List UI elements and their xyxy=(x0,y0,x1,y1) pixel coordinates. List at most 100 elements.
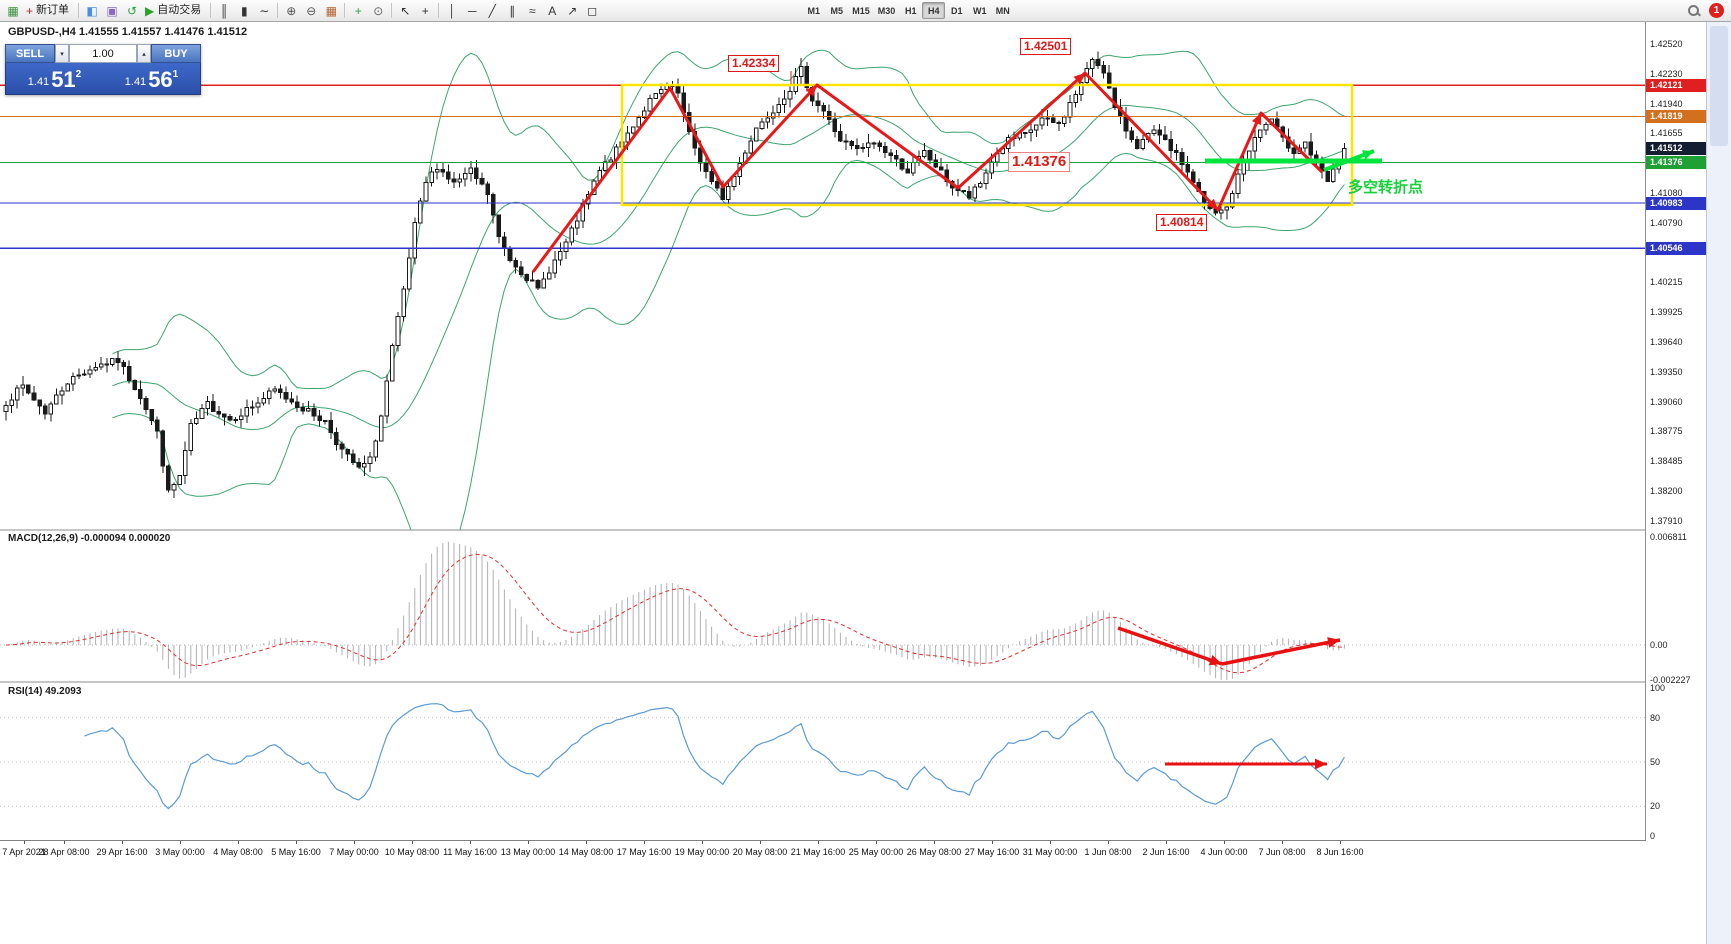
price-tick: 1.38200 xyxy=(1650,485,1683,496)
buy-price-big: 56 xyxy=(148,67,173,92)
refresh-icon[interactable]: ↺ xyxy=(122,1,142,20)
horizontal-line-icon[interactable]: ─ xyxy=(462,1,482,20)
price-tick: 1.41080 xyxy=(1650,187,1683,198)
timeframe-h4[interactable]: H4 xyxy=(922,2,946,19)
time-label: 14 May 08:00 xyxy=(558,847,614,857)
price-tick: 1.37910 xyxy=(1650,515,1683,526)
price-tick: 1.42230 xyxy=(1650,69,1683,79)
notification-badge[interactable]: 1 xyxy=(1709,3,1724,18)
profiles-icon[interactable]: ▣ xyxy=(102,1,122,20)
price-axis: 1.42520 1.42230 1.41940 1.41655 1.41080 1.407… xyxy=(1645,22,1706,862)
new-order-label: 新订单 xyxy=(36,4,70,16)
price-marker[interactable]: 1.41376 xyxy=(1646,155,1706,169)
time-label: 11 May 16:00 xyxy=(443,847,497,857)
window-layouts-icon[interactable]: ◧ xyxy=(82,1,102,20)
new-chart-icon: ▦ xyxy=(7,3,19,18)
time-tick xyxy=(876,841,877,844)
rsi-panel xyxy=(0,703,1645,810)
one-click-trading-panel: SELL ▾ ▴ BUY 1.41 51 2 1.41 56 1 xyxy=(5,44,201,95)
toolbar-separator xyxy=(438,3,440,18)
price-callout[interactable]: 1.42501 xyxy=(1020,38,1072,55)
price-callout[interactable]: 1.41376 xyxy=(1008,152,1071,172)
time-label: 28 Apr 08:00 xyxy=(38,847,90,857)
text-icon[interactable]: A xyxy=(542,1,562,20)
line-chart-mode-icon[interactable]: ∼ xyxy=(254,1,274,20)
rsi-scale-tick: 20 xyxy=(1650,801,1661,812)
time-label: 10 May 08:00 xyxy=(384,847,440,857)
price-marker[interactable]: 1.41512 xyxy=(1646,141,1706,155)
crosshair-icon[interactable]: + xyxy=(415,1,435,20)
price-tick: 1.39640 xyxy=(1650,336,1683,347)
horizontal-line-icon: ─ xyxy=(467,3,477,18)
time-label: 26 May 08:00 xyxy=(906,847,962,857)
time-label: 7 Apr 2021 xyxy=(2,847,46,857)
time-label: 7 Jun 08:00 xyxy=(1258,847,1306,857)
time-label: 21 May 16:00 xyxy=(790,847,846,857)
volume-stepper-icon[interactable]: ▴ xyxy=(137,44,151,63)
zoom-out-icon[interactable]: ⊖ xyxy=(301,1,321,20)
search-icon[interactable] xyxy=(1686,3,1701,18)
price-marker[interactable]: 1.41819 xyxy=(1646,110,1706,124)
sell-button[interactable]: SELL xyxy=(5,44,55,63)
timeframe-m30[interactable]: M30 xyxy=(877,5,896,16)
time-label: 4 Jun 00:00 xyxy=(1200,847,1248,857)
sell-dropdown-icon[interactable]: ▾ xyxy=(55,44,69,63)
tile-windows-icon: ▦ xyxy=(325,3,337,18)
time-label: 5 May 16:00 xyxy=(271,847,321,857)
shapes-icon[interactable]: ◻ xyxy=(582,1,602,20)
price-tick: 1.39350 xyxy=(1650,366,1683,377)
chart-annotations xyxy=(531,71,1382,273)
vertical-scrollbar[interactable] xyxy=(1706,22,1731,944)
buy-button[interactable]: BUY xyxy=(151,44,201,63)
periods-icon[interactable]: ⊙ xyxy=(368,1,388,20)
fibonacci-icon[interactable]: ≈ xyxy=(522,1,542,20)
tile-windows-icon[interactable]: ▦ xyxy=(321,1,341,20)
time-label: 8 Jun 16:00 xyxy=(1316,847,1364,857)
timeframe-m15[interactable]: M15 xyxy=(852,5,870,16)
time-tick xyxy=(470,841,471,844)
zoom-in-icon[interactable]: ⊕ xyxy=(281,1,301,20)
bar-chart-mode-icon[interactable]: ║ xyxy=(214,1,234,20)
timeframe-h1[interactable]: H1 xyxy=(905,5,917,16)
sell-price-big: 51 xyxy=(51,67,76,92)
indicators-icon[interactable]: + xyxy=(348,1,368,20)
auto-trading-button[interactable]: ▶ 自动交易 xyxy=(142,1,207,20)
price-marker[interactable]: 1.40983 xyxy=(1646,196,1706,210)
chart-title: GBPUSD-,H4 1.41555 1.41557 1.41476 1.415… xyxy=(8,26,248,38)
vertical-line-icon[interactable]: │ xyxy=(442,1,462,20)
cursor-icon: ↖ xyxy=(400,3,411,18)
cursor-icon[interactable]: ↖ xyxy=(395,1,415,20)
timeframe-mn[interactable]: MN xyxy=(995,5,1010,16)
volume-input[interactable] xyxy=(69,44,137,63)
price-marker[interactable]: 1.42121 xyxy=(1646,78,1706,92)
new-order-button[interactable]: + 新订单 xyxy=(23,1,75,20)
time-label: 29 Apr 16:00 xyxy=(96,847,148,857)
candlestick-mode-icon[interactable]: ▮ xyxy=(234,1,254,20)
refresh-icon: ↺ xyxy=(126,3,138,18)
arrow-tool-icon[interactable]: ↗ xyxy=(562,1,582,20)
trendline-icon[interactable]: ╱ xyxy=(482,1,502,20)
equidistant-channel-icon[interactable]: ∥ xyxy=(502,1,522,20)
vertical-line-icon: │ xyxy=(448,3,457,18)
timeframe-m1[interactable]: M1 xyxy=(807,5,820,16)
time-tick xyxy=(24,841,25,844)
timeframe-w1[interactable]: W1 xyxy=(973,5,987,16)
sell-price-sup: 2 xyxy=(75,69,82,80)
timeframe-d1[interactable]: D1 xyxy=(951,5,963,16)
price-tick: 1.39060 xyxy=(1650,396,1683,407)
time-tick xyxy=(818,841,819,844)
price-callout[interactable]: 1.40814 xyxy=(1156,214,1208,231)
price-callout[interactable]: 1.42334 xyxy=(728,55,780,72)
toolbar-separator xyxy=(210,3,212,18)
price-marker[interactable]: 1.40546 xyxy=(1646,241,1706,255)
new-chart-icon[interactable]: ▦ xyxy=(3,1,23,20)
scrollbar-thumb[interactable] xyxy=(1710,26,1728,146)
time-label: 20 May 08:00 xyxy=(732,847,788,857)
sell-price[interactable]: 1.41 51 2 xyxy=(6,63,103,94)
timeframe-m5[interactable]: M5 xyxy=(830,5,843,16)
rsi-scale-tick: 50 xyxy=(1650,757,1661,767)
buy-price[interactable]: 1.41 56 1 xyxy=(103,63,200,94)
text-icon: A xyxy=(548,3,557,18)
price-tick: 1.41940 xyxy=(1650,99,1683,109)
